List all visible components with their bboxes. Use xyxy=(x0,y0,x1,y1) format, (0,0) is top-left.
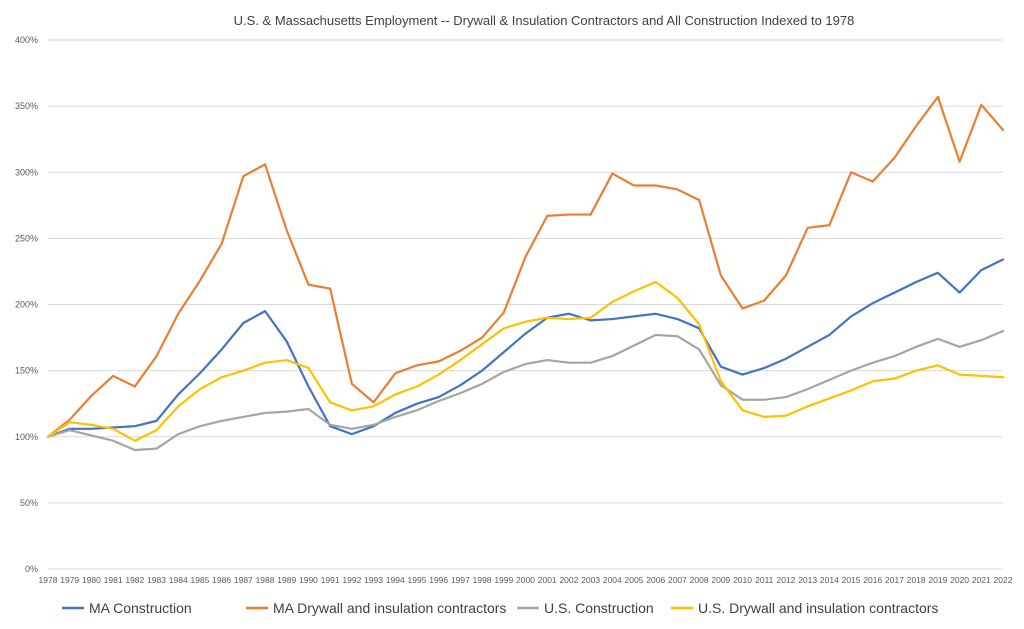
series-line-1 xyxy=(46,258,1005,438)
x-tick-label: 2000 xyxy=(516,575,535,585)
x-tick-label: 1986 xyxy=(212,575,231,585)
x-tick-label: 1997 xyxy=(451,575,470,585)
x-tick-label: 1992 xyxy=(342,575,361,585)
x-tick-label: 2011 xyxy=(755,575,774,585)
x-tick-label: 1979 xyxy=(60,575,79,585)
y-tick-label: 50% xyxy=(20,498,38,508)
x-tick-label: 2020 xyxy=(950,575,969,585)
series-line-2 xyxy=(46,95,1005,438)
y-tick-label: 300% xyxy=(15,167,38,177)
x-tick-label: 1989 xyxy=(277,575,296,585)
y-tick-label: 200% xyxy=(15,300,38,310)
legend-label-3: U.S. Construction xyxy=(544,600,654,616)
y-tick-label: 150% xyxy=(15,366,38,376)
gridlines xyxy=(48,39,1003,570)
x-tick-label: 2010 xyxy=(733,575,752,585)
x-tick-label: 2019 xyxy=(928,575,947,585)
y-tick-label: 350% xyxy=(15,101,38,111)
x-tick-label: 2013 xyxy=(798,575,817,585)
x-tick-label: 2016 xyxy=(863,575,882,585)
x-tick-label: 1996 xyxy=(429,575,448,585)
x-tick-label: 2002 xyxy=(559,575,578,585)
x-tick-label: 1999 xyxy=(494,575,513,585)
x-tick-label: 2022 xyxy=(994,575,1013,585)
chart-title: U.S. & Massachusetts Employment -- Drywa… xyxy=(234,13,855,28)
x-axis-ticks: 1978 1979 1980 1981 1982 1983 1984 1985 1986 1987… xyxy=(39,575,1013,585)
x-tick-label: 1980 xyxy=(82,575,101,585)
x-tick-label: 2007 xyxy=(668,575,687,585)
series-line-4 xyxy=(46,280,1005,442)
x-tick-label: 1994 xyxy=(386,575,405,585)
x-tick-label: 2018 xyxy=(907,575,926,585)
x-tick-label: 1995 xyxy=(408,575,427,585)
x-tick-label: 1981 xyxy=(104,575,123,585)
x-tick-label: 1998 xyxy=(473,575,492,585)
x-tick-label: 2012 xyxy=(776,575,795,585)
series-lines xyxy=(46,95,1005,452)
y-tick-label: 0% xyxy=(25,564,38,574)
x-tick-label: 1988 xyxy=(256,575,275,585)
x-tick-label: 1983 xyxy=(147,575,166,585)
x-tick-label: 2006 xyxy=(646,575,665,585)
legend-label-4: U.S. Drywall and insulation contractors xyxy=(698,600,938,616)
x-tick-label: 1985 xyxy=(190,575,209,585)
x-tick-label: 2001 xyxy=(538,575,557,585)
x-tick-label: 1978 xyxy=(39,575,58,585)
legend: MA Construction MA Drywall and insulation… xyxy=(62,600,938,616)
y-tick-label: 100% xyxy=(15,432,38,442)
x-tick-label: 2017 xyxy=(885,575,904,585)
x-tick-label: 2003 xyxy=(581,575,600,585)
x-tick-label: 1990 xyxy=(299,575,318,585)
x-tick-label: 2015 xyxy=(842,575,861,585)
legend-label-2: MA Drywall and insulation contractors xyxy=(273,600,506,616)
x-tick-label: 2009 xyxy=(711,575,730,585)
x-tick-label: 1984 xyxy=(169,575,188,585)
x-tick-label: 1991 xyxy=(321,575,340,585)
series-line-3 xyxy=(46,329,1005,452)
y-tick-label: 400% xyxy=(15,35,38,45)
y-axis-ticks: 0% 50% 100% 150% 200% 250% 300% 350% 400% xyxy=(15,35,38,574)
x-tick-label: 2021 xyxy=(972,575,991,585)
x-tick-label: 1982 xyxy=(125,575,144,585)
x-tick-label: 1987 xyxy=(234,575,253,585)
y-tick-label: 250% xyxy=(15,233,38,243)
x-tick-label: 2005 xyxy=(625,575,644,585)
x-tick-label: 2008 xyxy=(690,575,709,585)
legend-label-1: MA Construction xyxy=(89,600,192,616)
x-tick-label: 1993 xyxy=(364,575,383,585)
x-tick-label: 2004 xyxy=(603,575,622,585)
x-tick-label: 2014 xyxy=(820,575,839,585)
